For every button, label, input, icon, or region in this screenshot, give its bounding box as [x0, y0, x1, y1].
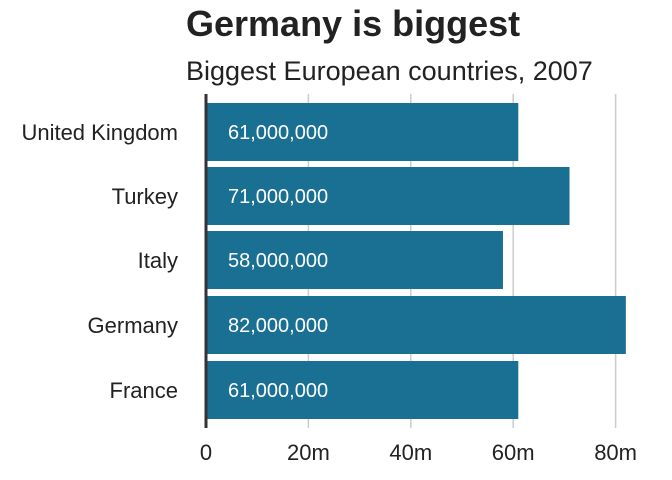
category-label-germany: Germany	[88, 313, 178, 338]
data-label-united-kingdom: 61,000,000	[228, 122, 328, 144]
x-tick-label-60m: 60m	[492, 440, 535, 465]
bar-italy	[206, 231, 503, 289]
x-tick-label-40m: 40m	[389, 440, 432, 465]
data-label-turkey: 71,000,000	[228, 186, 328, 208]
bars	[206, 103, 626, 419]
x-tick-label-0: 0	[200, 440, 212, 465]
x-axis-tick-labels: 0 20m 40m 60m 80m	[200, 440, 637, 465]
bar-germany	[206, 296, 626, 354]
bar-turkey	[206, 167, 570, 225]
bar-united-kingdom	[206, 103, 519, 161]
chart-subtitle: Biggest European countries, 2007	[186, 56, 593, 86]
category-label-italy: Italy	[138, 248, 178, 273]
data-label-italy: 58,000,000	[228, 250, 328, 272]
category-label-united-kingdom: United Kingdom	[21, 120, 178, 145]
bar-france	[206, 361, 519, 419]
chart-title: Germany is biggest	[186, 3, 520, 44]
category-label-france: France	[110, 378, 178, 403]
value-labels: 61,000,000 71,000,000 58,000,000 82,000,000…	[228, 122, 328, 402]
x-tick-label-80m: 80m	[594, 440, 637, 465]
data-label-france: 61,000,000	[228, 380, 328, 402]
category-labels: United Kingdom Turkey Italy Germany France	[21, 120, 178, 403]
x-tick-label-20m: 20m	[287, 440, 330, 465]
data-label-germany: 82,000,000	[228, 315, 328, 337]
category-label-turkey: Turkey	[112, 184, 178, 209]
